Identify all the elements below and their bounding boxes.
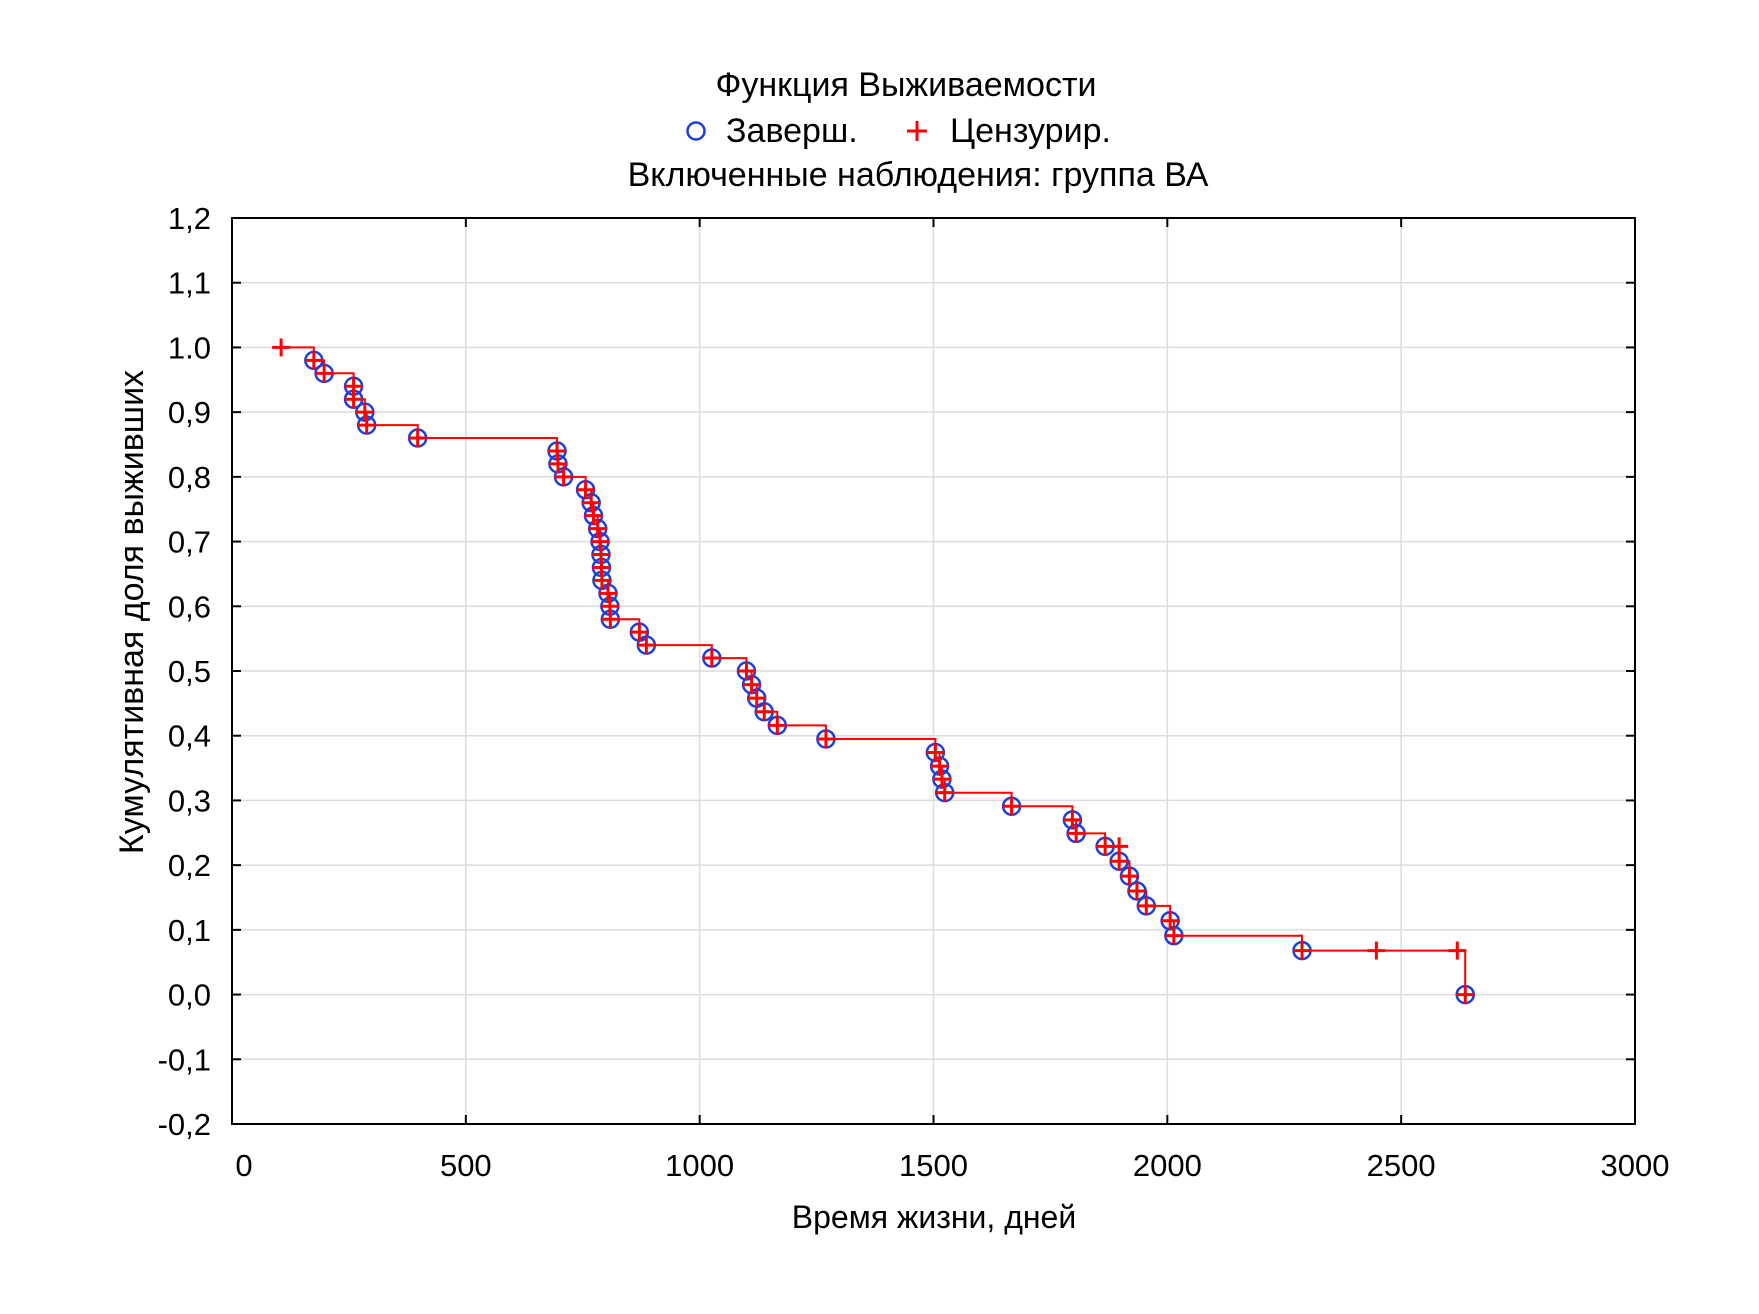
y-tick-label: 1,2 — [168, 201, 211, 236]
y-tick-label: 0,2 — [168, 848, 211, 883]
censored-point — [408, 429, 427, 448]
legend-completed-label: Заверш. — [726, 112, 858, 150]
censored-point — [932, 770, 951, 789]
censored-point — [1120, 867, 1139, 886]
x-axis-label: Время жизни, дней — [792, 1199, 1076, 1235]
axis-ticks — [231, 217, 1636, 1125]
censored-point — [1456, 985, 1475, 1004]
censored-point — [935, 783, 954, 802]
y-tick-label: 0,0 — [168, 978, 211, 1013]
y-tick-label: 1.0 — [168, 330, 211, 365]
censored-point — [816, 729, 835, 748]
censored-point — [702, 649, 721, 668]
censored-point — [554, 467, 573, 486]
censored-point — [742, 675, 761, 694]
censored-point — [1063, 810, 1082, 829]
chart-subtitle: Включенные наблюдения: группа ВА — [628, 156, 1209, 194]
legend-censored-marker — [907, 121, 927, 141]
censored-point — [1293, 941, 1312, 960]
censored-point — [768, 716, 787, 735]
y-tick-label: 0,4 — [168, 719, 211, 754]
x-tick-label: 500 — [440, 1148, 492, 1183]
x-tick-label: 1000 — [665, 1148, 734, 1183]
x-tick-label: 1500 — [899, 1148, 968, 1183]
legend: Заверш. Цензурир. — [686, 112, 1111, 150]
censored-point — [548, 454, 567, 473]
censored-point — [599, 584, 618, 603]
censored-point — [930, 757, 949, 776]
y-axis-tick-labels: -0,2 -0,1 0,0 0,1 0,2 0,3 0,4 0,5 0,6 0,7 0,8 0,9 1.… — [158, 201, 211, 1142]
censored-point — [304, 351, 323, 370]
y-tick-label: 0,8 — [168, 460, 211, 495]
censored-point — [344, 390, 363, 409]
censored-point — [1448, 941, 1467, 960]
censored-point — [357, 416, 376, 435]
y-tick-label: 0,1 — [168, 913, 211, 948]
chart-title: Функция Выживаемости — [715, 66, 1096, 104]
x-tick-label: 0 — [235, 1148, 252, 1183]
y-tick-label: 0,9 — [168, 395, 211, 430]
legend-censored-label: Цензурир. — [950, 112, 1111, 150]
censored-point — [630, 623, 649, 642]
censored-point — [755, 702, 774, 721]
censored-point — [576, 480, 595, 499]
censored-point — [1002, 797, 1021, 816]
censored-point — [272, 338, 291, 357]
y-axis-label: Кумулятивная доля выживших — [113, 370, 151, 854]
grid — [232, 218, 1635, 1124]
censored-point — [1137, 896, 1156, 915]
censored-point — [582, 493, 601, 512]
censored-point — [926, 743, 945, 762]
y-tick-label: 0,6 — [168, 589, 211, 624]
censored-point — [1127, 882, 1146, 901]
censored-point — [1367, 941, 1386, 960]
x-axis-tick-labels: 0 500 1000 1500 2000 2500 3000 — [235, 1148, 1669, 1183]
y-tick-label: 0,7 — [168, 525, 211, 560]
x-tick-label: 2000 — [1133, 1148, 1202, 1183]
y-tick-label: 1,1 — [168, 266, 211, 301]
y-tick-label: 0,3 — [168, 783, 211, 818]
censored-point — [747, 689, 766, 708]
censored-point — [737, 662, 756, 680]
y-tick-label: -0,2 — [158, 1107, 211, 1142]
censored-point — [637, 636, 656, 655]
censored-point — [588, 519, 607, 538]
censored-point — [601, 610, 620, 629]
censored-point — [1067, 824, 1086, 843]
legend-completed-marker — [686, 121, 706, 141]
censored-point — [592, 571, 611, 590]
censored-point — [355, 403, 374, 422]
censored-point — [584, 506, 603, 525]
censored-point — [1161, 911, 1180, 930]
y-tick-label: 0,5 — [168, 654, 211, 689]
x-tick-label: 2500 — [1367, 1148, 1436, 1183]
censored-point — [1164, 926, 1183, 945]
y-tick-label: -0,1 — [158, 1042, 211, 1077]
censored-point — [315, 364, 334, 383]
plot-series — [272, 338, 1475, 1005]
censored-point — [1110, 852, 1129, 871]
x-tick-label: 3000 — [1601, 1148, 1670, 1183]
